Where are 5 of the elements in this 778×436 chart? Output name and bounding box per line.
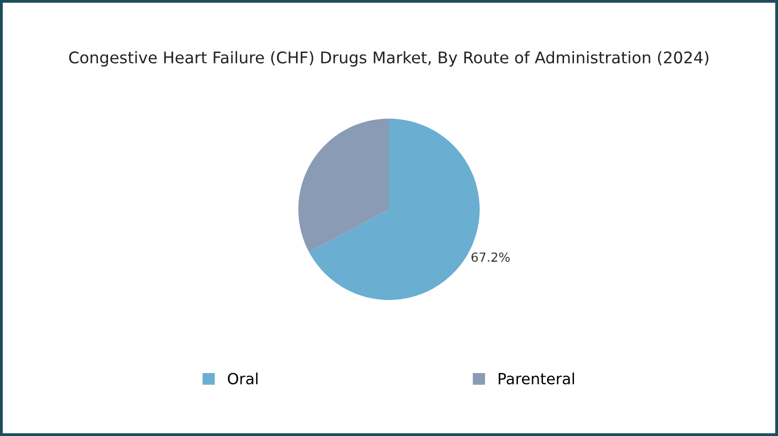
data-label: 67.2% bbox=[472, 252, 510, 262]
legend-label: Parenteral bbox=[498, 372, 574, 384]
chart-title: Congestive Heart Failure (CHF) Drugs Market, By Route of Administration (2024) bbox=[69, 51, 708, 67]
legend-label: Oral bbox=[228, 372, 258, 384]
pie-slice bbox=[298, 118, 389, 252]
